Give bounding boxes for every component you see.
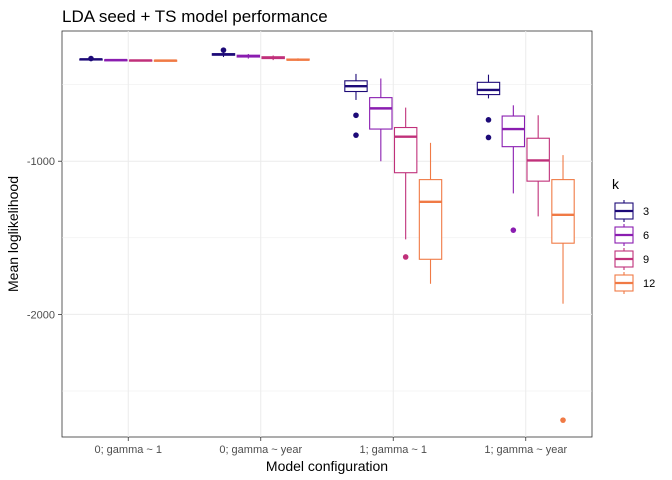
outlier-point xyxy=(353,112,359,119)
box-k9-cat4 xyxy=(526,115,550,217)
box-k9-cat2 xyxy=(261,55,285,61)
box-iqr xyxy=(393,126,418,174)
y-axis: -1000 -2000 xyxy=(27,156,62,321)
box-iqr xyxy=(551,179,575,244)
box-k12-cat2 xyxy=(286,58,310,61)
y-tick-label: -1000 xyxy=(27,156,55,168)
outlier-point xyxy=(560,417,566,423)
box-k6-cat3 xyxy=(369,78,393,162)
box-k6-cat4 xyxy=(501,105,526,233)
x-tick-label: 1; gamma ~ 1 xyxy=(359,444,427,456)
outlier-point xyxy=(485,117,492,123)
box-iqr xyxy=(476,81,501,96)
legend-item-k9: 9 xyxy=(614,248,649,270)
legend-label: 12 xyxy=(643,278,655,290)
outlier-point xyxy=(220,47,227,53)
box-iqr xyxy=(501,115,526,148)
box-k12-cat4 xyxy=(551,155,575,423)
legend-label: 6 xyxy=(643,230,649,242)
outlier-point xyxy=(485,134,492,141)
box-k6-cat2 xyxy=(236,53,261,59)
legend-item-k3: 3 xyxy=(614,200,649,222)
legend-label: 3 xyxy=(643,206,649,218)
x-tick-label: 0; gamma ~ 1 xyxy=(94,444,162,456)
legend-item-k6: 6 xyxy=(614,224,649,246)
legend-title: k xyxy=(612,176,620,192)
boxplots xyxy=(79,47,575,423)
y-axis-title: Mean loglikelihood xyxy=(5,176,21,292)
box-k3-cat2 xyxy=(211,47,236,58)
box-k12-cat3 xyxy=(418,142,443,284)
x-tick-label: 1; gamma ~ year xyxy=(484,444,567,456)
box-iqr xyxy=(369,97,393,130)
outlier-point xyxy=(88,55,94,62)
outlier-point xyxy=(402,254,409,260)
outlier-point xyxy=(510,227,517,233)
box-iqr xyxy=(418,179,443,260)
box-k6-cat1 xyxy=(104,58,128,62)
box-k12-cat1 xyxy=(153,59,178,62)
box-k3-cat1 xyxy=(79,55,103,62)
outlier-point xyxy=(353,132,359,138)
legend-item-k12: 12 xyxy=(614,272,655,294)
y-tick-label: -2000 xyxy=(27,309,55,321)
legend-label: 9 xyxy=(643,254,649,266)
chart-title: LDA seed + TS model performance xyxy=(62,7,328,26)
legend: k 3 6 9 12 xyxy=(612,176,655,294)
box-k9-cat3 xyxy=(393,107,418,260)
x-axis: 0; gamma ~ 1 0; gamma ~ year 1; gamma ~ 1 1… xyxy=(94,437,568,456)
x-tick-label: 0; gamma ~ year xyxy=(219,444,302,456)
box-k9-cat1 xyxy=(128,59,153,62)
plot-panel xyxy=(61,30,593,438)
box-k3-cat4 xyxy=(476,74,501,141)
x-axis-title: Model configuration xyxy=(266,458,388,474)
box-k3-cat3 xyxy=(344,73,368,138)
grid xyxy=(62,31,592,437)
